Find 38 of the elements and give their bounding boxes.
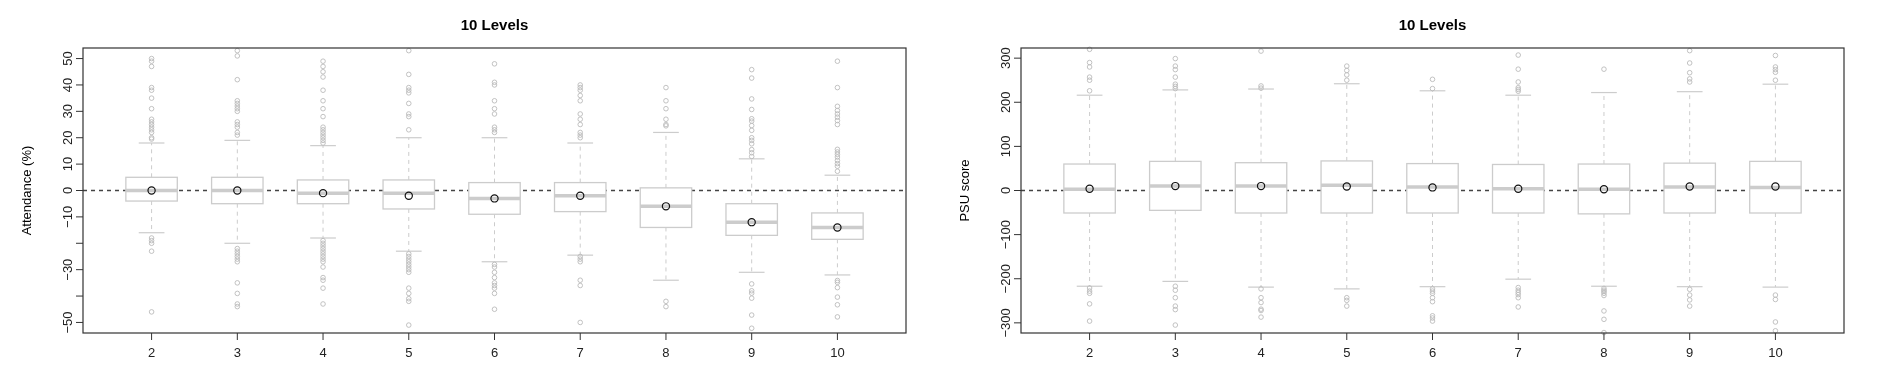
x-tick-label: 3 bbox=[1171, 345, 1179, 360]
y-tick-label: −300 bbox=[998, 308, 1013, 338]
y-tick-label: −30 bbox=[60, 258, 75, 281]
y-axis-title: PSU score bbox=[957, 159, 972, 222]
x-tick-label: 10 bbox=[1768, 345, 1783, 360]
x-tick-label: 8 bbox=[1600, 345, 1608, 360]
x-tick-label: 7 bbox=[1514, 345, 1522, 360]
y-tick-label: 50 bbox=[60, 51, 75, 66]
y-tick-label: 10 bbox=[60, 156, 75, 172]
y-tick-label: −200 bbox=[998, 264, 1013, 294]
y-tick-label: 30 bbox=[60, 104, 75, 119]
x-tick-label: 6 bbox=[1428, 345, 1437, 360]
y-axis-title: Attendance (%) bbox=[19, 145, 34, 236]
y-tick-label: −10 bbox=[60, 205, 75, 228]
chart-title: 10 Levels bbox=[460, 16, 529, 33]
x-tick-label: 7 bbox=[576, 345, 584, 360]
y-tick-label: 20 bbox=[60, 130, 75, 145]
y-tick-label: −50 bbox=[60, 311, 75, 334]
y-tick-label: 300 bbox=[998, 47, 1013, 69]
x-tick-label: 5 bbox=[405, 345, 413, 360]
x-tick-label: 3 bbox=[233, 345, 241, 360]
x-tick-label: 9 bbox=[748, 345, 756, 360]
x-tick-label: 10 bbox=[830, 345, 845, 360]
x-tick-label: 8 bbox=[662, 345, 670, 360]
x-tick-label: 9 bbox=[1686, 345, 1694, 360]
y-tick-label: 0 bbox=[998, 186, 1013, 195]
x-tick-label: 4 bbox=[1257, 345, 1265, 360]
y-tick-label: 200 bbox=[998, 91, 1013, 114]
x-tick-label: 5 bbox=[1343, 345, 1351, 360]
y-tick-label: 100 bbox=[998, 135, 1013, 158]
chart-title: 10 Levels bbox=[1398, 16, 1467, 33]
x-tick-label: 2 bbox=[147, 345, 156, 360]
y-tick-label: 0 bbox=[60, 186, 75, 195]
x-tick-label: 2 bbox=[1085, 345, 1094, 360]
x-tick-label: 4 bbox=[319, 345, 327, 360]
y-tick-label: 40 bbox=[60, 77, 75, 93]
x-tick-label: 6 bbox=[490, 345, 499, 360]
y-tick-label: −100 bbox=[998, 219, 1013, 250]
